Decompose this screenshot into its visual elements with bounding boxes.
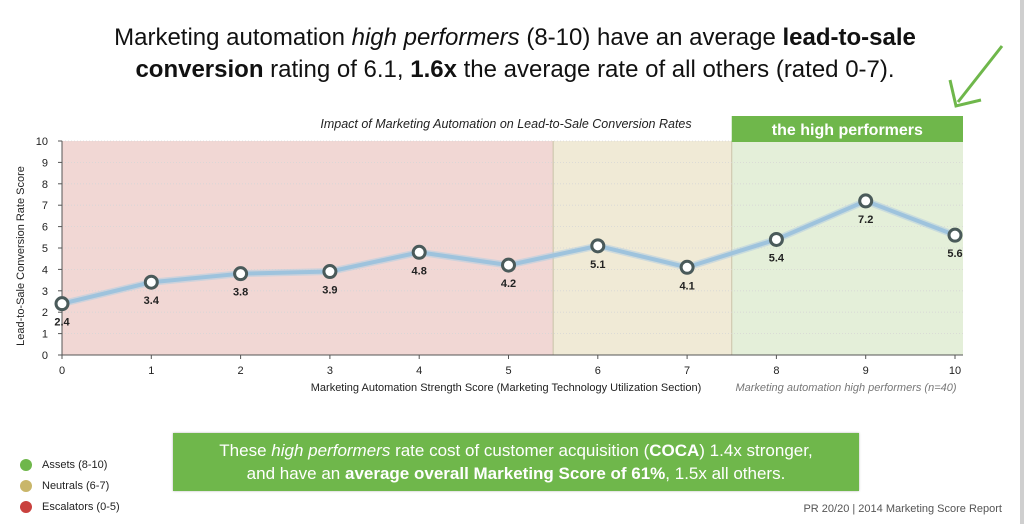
y-tick-label: 2 — [42, 307, 48, 319]
legend-item-assets: Assets (8-10) — [20, 455, 120, 475]
callout-high-performers: high performers — [271, 441, 391, 460]
legend-item-neutrals: Neutrals (6-7) — [20, 476, 120, 496]
callout-text: and have an — [246, 464, 345, 483]
legend-dot-assets — [20, 459, 32, 471]
y-tick-label: 8 — [42, 179, 48, 191]
y-tick-label: 10 — [36, 136, 48, 148]
callout-coca: COCA — [649, 441, 700, 460]
data-point — [947, 227, 963, 243]
legend-label: Assets (8-10) — [42, 459, 108, 471]
x-tick-label: 7 — [684, 365, 690, 377]
data-point — [322, 264, 338, 280]
data-point — [768, 231, 784, 247]
band-assets — [731, 141, 963, 355]
data-label: 4.2 — [501, 278, 516, 290]
headline-text-1: Marketing automation — [114, 24, 352, 51]
data-label: 5.1 — [590, 259, 605, 271]
y-tick-label: 9 — [42, 157, 48, 169]
data-point — [501, 257, 516, 273]
x-axis-label: Marketing Automation Strength Score (Mar… — [311, 382, 702, 394]
data-label: 5.6 — [947, 248, 962, 260]
data-label: 3.9 — [322, 285, 337, 297]
x-tick-label: 4 — [416, 365, 422, 377]
y-tick-label: 6 — [42, 222, 48, 234]
page-edge — [1020, 0, 1024, 524]
axes — [58, 140, 963, 359]
x-tick-label: 1 — [148, 365, 154, 377]
data-label: 5.4 — [769, 252, 785, 264]
callout-text: rate cost of customer acquisition ( — [390, 441, 650, 460]
headline-text-3: (8-10) have an average — [519, 24, 783, 51]
legend-item-escalators: Escalators (0-5) — [20, 497, 120, 517]
data-label: 3.8 — [233, 287, 248, 299]
callout-line-2: and have an average overall Marketing Sc… — [173, 462, 859, 485]
legend-dot-neutrals — [20, 480, 32, 492]
headline-text-7: the average rate of all others (rated 0-… — [456, 56, 895, 83]
callout-line-1: These high performers rate cost of custo… — [173, 439, 859, 462]
legend-dot-escalators — [20, 501, 32, 513]
data-label: 3.4 — [144, 295, 160, 307]
data-point — [411, 244, 427, 260]
callout-marketing-score: average overall Marketing Score of 61% — [344, 464, 666, 483]
y-tick-label: 4 — [42, 264, 48, 276]
x-tick-label: 10 — [949, 365, 961, 377]
x-tick-label: 0 — [59, 365, 65, 377]
chart-title: Impact of Marketing Automation on Lead-t… — [320, 117, 691, 131]
footer-source: PR 20/20 | 2014 Marketing Score Report — [803, 503, 1002, 515]
data-point — [233, 266, 249, 282]
x-tick-label: 6 — [595, 365, 601, 377]
data-point — [143, 274, 159, 290]
data-label: 7.2 — [858, 214, 873, 226]
legend-label: Neutrals (6-7) — [42, 480, 110, 492]
y-axis-label: Lead-to-Sale Conversion Rate Score — [15, 166, 27, 346]
legend-label: Escalators (0-5) — [42, 501, 120, 513]
data-label: 4.8 — [412, 265, 427, 277]
y-tick-label: 3 — [42, 286, 48, 298]
data-label: 2.4 — [54, 317, 70, 329]
callout-text: These — [219, 441, 272, 460]
x-tick-label: 3 — [327, 365, 333, 377]
callout-box: These high performers rate cost of custo… — [173, 433, 859, 491]
high-performers-label: the high performers — [772, 122, 923, 139]
callout-text: ) 1.4x stronger, — [699, 441, 813, 460]
legend: Assets (8-10) Neutrals (6-7) Escalators … — [20, 455, 120, 518]
data-label: 4.1 — [679, 280, 694, 292]
high-performers-note: Marketing automation high performers (n=… — [735, 382, 956, 394]
chart-text: 0 1 2 3 4 5 6 7 8 9 10 0 1 2 3 4 5 6 7 8 9 10 2.4 3.4 3.8 3.9 4.8 4… — [15, 116, 963, 394]
data-point — [679, 259, 695, 275]
y-tick-label: 1 — [42, 329, 48, 341]
data-point — [54, 296, 70, 312]
data-point — [858, 193, 874, 209]
x-tick-label: 2 — [238, 365, 244, 377]
headline-lead-to-sale: lead-to-sale conversion — [135, 24, 916, 83]
high-performers-banner — [731, 116, 963, 142]
callout-text: , 1.5x all others. — [665, 464, 786, 483]
headline: Marketing automation high performers (8-… — [60, 22, 970, 86]
line-chart: 0 1 2 3 4 5 6 7 8 9 10 0 1 2 3 4 5 6 7 8 9 10 2.4 3.4 3.8 3.9 4.8 4… — [15, 45, 1004, 394]
headline-high-performers: high performers — [351, 24, 520, 51]
x-tick-label: 8 — [773, 365, 779, 377]
data-point — [590, 238, 606, 254]
y-tick-label: 0 — [42, 350, 48, 362]
headline-text-5: rating of 6.1, — [263, 56, 411, 83]
headline-multiplier: 1.6x — [410, 56, 457, 83]
series-line — [54, 193, 963, 312]
arrow-icon — [948, 45, 1004, 108]
y-tick-label: 5 — [42, 243, 48, 255]
x-tick-label: 9 — [863, 365, 869, 377]
x-tick-label: 5 — [505, 365, 511, 377]
y-tick-label: 7 — [42, 200, 48, 212]
